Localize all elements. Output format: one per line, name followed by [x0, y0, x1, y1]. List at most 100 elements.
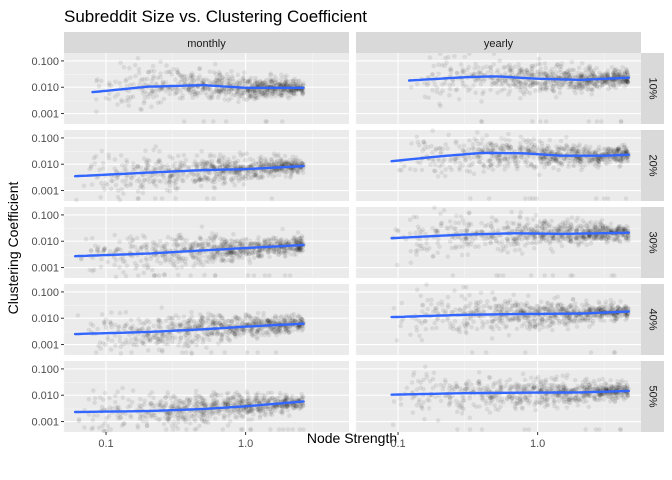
data-point	[229, 170, 234, 176]
data-point	[222, 77, 228, 82]
data-point	[142, 235, 148, 240]
data-point	[278, 314, 284, 319]
data-point	[187, 242, 193, 247]
data-point	[270, 78, 276, 83]
data-point	[538, 70, 544, 76]
data-point	[188, 88, 193, 93]
data-point	[579, 81, 584, 87]
data-point	[206, 311, 211, 316]
data-point	[216, 92, 222, 97]
data-point	[616, 82, 622, 88]
data-point	[120, 259, 126, 264]
data-point	[284, 73, 289, 78]
data-point	[576, 65, 582, 71]
data-point	[248, 91, 253, 97]
data-point	[128, 82, 133, 88]
data-point	[402, 164, 407, 169]
data-point	[273, 89, 278, 94]
data-point	[447, 67, 453, 73]
data-point	[262, 82, 267, 88]
data-point	[249, 94, 254, 99]
data-point	[512, 247, 518, 253]
data-point	[511, 221, 517, 226]
data-point	[265, 239, 270, 244]
data-point	[431, 168, 437, 173]
data-point	[170, 321, 175, 327]
data-point	[299, 88, 305, 94]
data-point	[437, 101, 442, 107]
data-point	[264, 94, 269, 100]
data-point	[253, 90, 258, 95]
data-point	[124, 168, 129, 173]
data-point	[523, 196, 528, 201]
data-point	[515, 78, 521, 84]
data-point	[215, 89, 221, 95]
data-point	[94, 78, 99, 84]
data-point	[258, 79, 263, 85]
data-point	[394, 262, 400, 268]
data-point	[608, 221, 614, 227]
data-point	[226, 89, 232, 95]
data-point	[197, 66, 202, 71]
data-point	[200, 87, 205, 92]
data-point	[255, 350, 260, 355]
data-point	[256, 89, 262, 95]
data-point	[247, 257, 252, 262]
data-point	[599, 235, 604, 240]
data-point	[96, 83, 102, 89]
data-point	[151, 335, 156, 341]
data-point	[123, 98, 129, 104]
data-point	[571, 84, 577, 89]
data-point	[241, 90, 247, 96]
data-point	[274, 82, 280, 88]
data-point	[445, 254, 451, 259]
data-point	[117, 239, 122, 244]
data-point	[479, 119, 485, 124]
data-point	[609, 226, 615, 231]
data-point	[574, 236, 579, 242]
data-point	[235, 72, 241, 78]
data-point	[533, 88, 538, 93]
data-point	[161, 96, 167, 102]
data-point	[199, 224, 205, 230]
data-point	[507, 69, 513, 74]
data-point	[537, 172, 542, 178]
data-point	[241, 90, 246, 96]
data-point	[270, 174, 276, 179]
data-point	[300, 170, 306, 176]
data-point	[202, 272, 207, 278]
data-point	[289, 93, 294, 98]
data-point	[197, 235, 203, 240]
data-point	[239, 82, 245, 88]
data-point	[502, 163, 507, 168]
data-point	[186, 343, 191, 349]
data-point	[516, 62, 521, 67]
data-point	[180, 93, 185, 98]
data-point	[214, 86, 219, 91]
data-point	[459, 252, 465, 258]
data-point	[240, 76, 246, 81]
data-point	[530, 119, 535, 124]
data-point	[183, 256, 189, 262]
data-point	[149, 78, 155, 83]
data-point	[293, 92, 298, 97]
data-point	[243, 311, 249, 317]
data-point	[507, 88, 513, 94]
data-point	[247, 95, 252, 101]
data-point	[189, 309, 194, 315]
data-point	[435, 174, 441, 179]
data-point	[164, 163, 170, 168]
data-point	[222, 350, 227, 355]
data-point	[237, 240, 243, 246]
data-point	[476, 244, 481, 249]
data-point	[291, 81, 297, 87]
data-point	[178, 335, 184, 341]
data-point	[170, 173, 176, 178]
data-point	[476, 70, 482, 75]
data-point	[233, 316, 239, 322]
data-point	[509, 209, 514, 215]
data-point	[163, 254, 168, 260]
data-point	[151, 68, 157, 74]
data-point	[593, 196, 599, 201]
data-point	[237, 81, 243, 86]
